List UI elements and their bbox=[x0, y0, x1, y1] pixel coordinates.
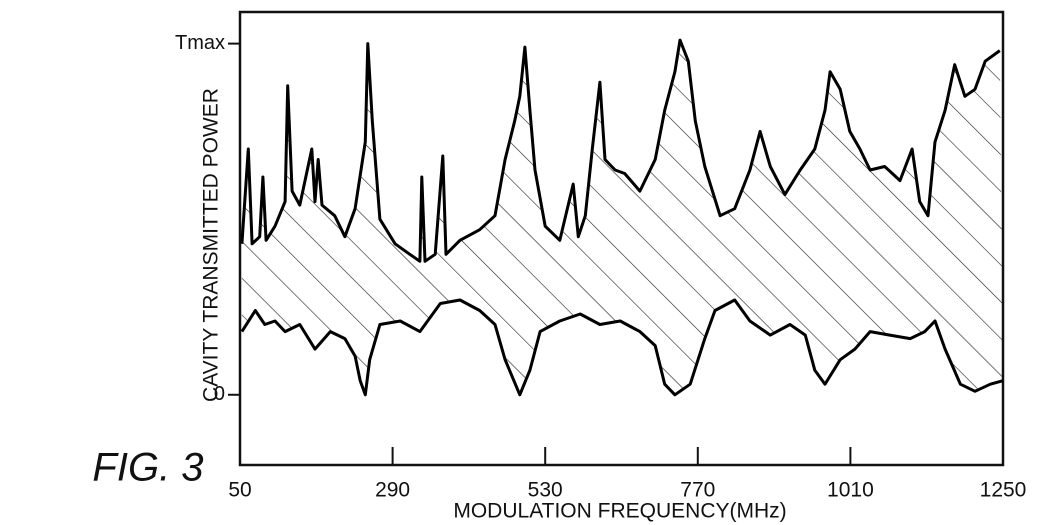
x-axis-label: MODULATION FREQUENCY(MHz) bbox=[453, 500, 786, 523]
x-tick-label: 1250 bbox=[980, 479, 1027, 502]
x-tick-label: 1010 bbox=[827, 479, 874, 502]
x-tick-label: 770 bbox=[680, 479, 715, 502]
curve bbox=[240, 38, 1001, 263]
hatched-band bbox=[241, 40, 1004, 395]
plot-frame bbox=[238, 10, 1005, 467]
curve bbox=[240, 298, 1004, 397]
x-tick-label: 530 bbox=[528, 479, 563, 502]
figure-label: FIG. 3 bbox=[92, 446, 203, 490]
x-tick-label: 290 bbox=[375, 479, 410, 502]
y-axis-label: CAVITY TRANSMITTED POWER bbox=[200, 88, 223, 402]
y-tick-label: Tmax bbox=[175, 32, 225, 54]
x-tick-label: 50 bbox=[228, 479, 251, 502]
band-layer bbox=[241, 40, 1004, 395]
y-tick-label: 0 bbox=[214, 383, 225, 405]
